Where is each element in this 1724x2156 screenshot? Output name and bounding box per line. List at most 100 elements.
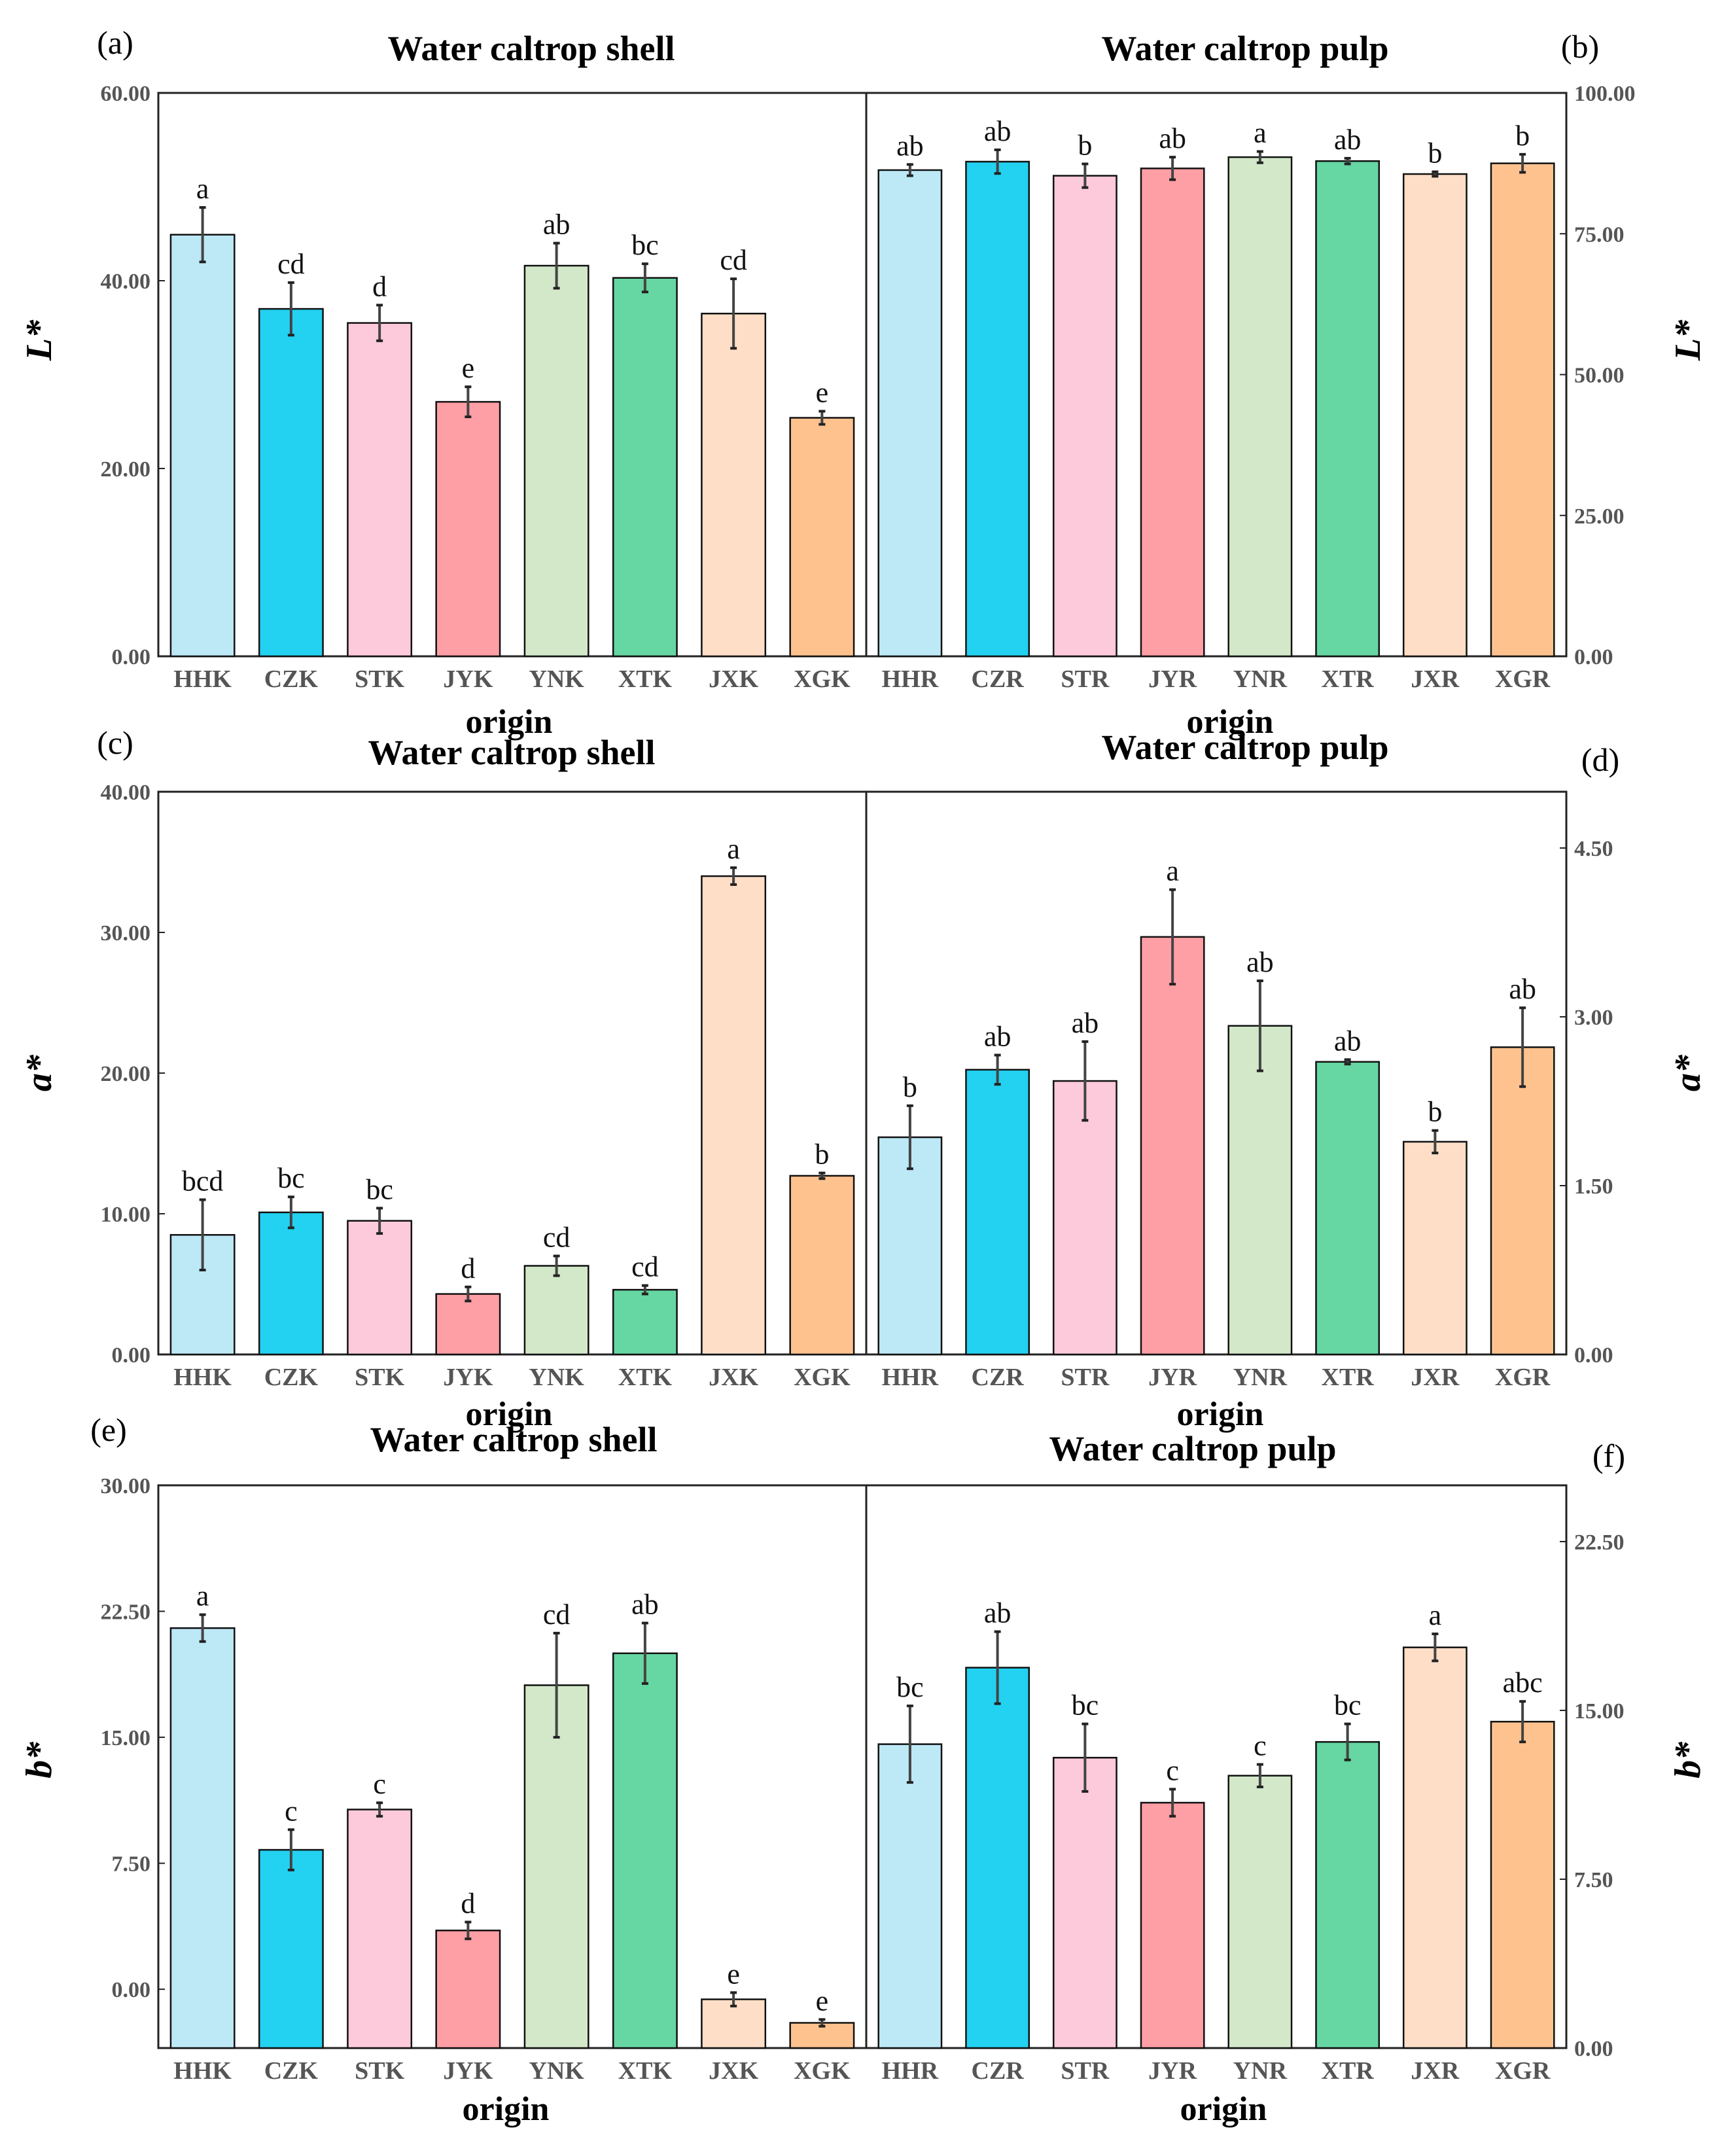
significance-letter-XGR: ab bbox=[1509, 973, 1536, 1005]
significance-letter-XTR: ab bbox=[1334, 1025, 1362, 1057]
x-axis-label-left-b: origin bbox=[463, 2091, 550, 2128]
y-tick-label: 0.00 bbox=[1574, 1343, 1613, 1368]
bar-JXK bbox=[701, 1998, 767, 2049]
bar-YNR bbox=[1227, 1025, 1293, 1356]
panel-label-c: (c) bbox=[97, 724, 133, 761]
x-tick-label-YNR: YNR bbox=[1233, 1364, 1288, 1391]
bar-XTK bbox=[612, 277, 678, 658]
x-tick-label-XTK: XTK bbox=[618, 2057, 673, 2085]
significance-letter-XGK: b bbox=[815, 1139, 829, 1171]
x-tick-label-XGK: XGK bbox=[794, 2057, 851, 2085]
significance-letter-XTR: bc bbox=[1334, 1689, 1362, 1722]
significance-letter-HHK: bcd bbox=[182, 1165, 224, 1197]
panel-label-e: (e) bbox=[90, 1411, 127, 1448]
bar-YNK bbox=[523, 1684, 589, 2049]
significance-letter-JYR: a bbox=[1166, 855, 1179, 887]
x-tick-label-YNR: YNR bbox=[1233, 665, 1288, 693]
y-tick-label: 60.00 bbox=[101, 82, 151, 106]
bar-STR bbox=[1052, 175, 1117, 658]
bar-YNR bbox=[1227, 1775, 1293, 2049]
bar-STK bbox=[347, 1809, 413, 2049]
bar-CZR bbox=[965, 1667, 1030, 2049]
bar-STR bbox=[1052, 1756, 1117, 2049]
x-tick-label-STR: STR bbox=[1061, 1364, 1109, 1391]
y-tick-label: 7.50 bbox=[1574, 1868, 1613, 1892]
bar-JXK bbox=[701, 875, 767, 1356]
significance-letter-STK: d bbox=[372, 270, 387, 302]
panel-title-left-b: Water caltrop shell bbox=[370, 1420, 658, 1459]
x-tick-label-JYK: JYK bbox=[443, 2057, 493, 2085]
y-axis-label-right-L: L* bbox=[1668, 319, 1708, 361]
significance-letter-XTK: ab bbox=[631, 1589, 659, 1621]
bar-HHR bbox=[877, 169, 943, 658]
significance-letter-XGR: abc bbox=[1503, 1667, 1543, 1699]
significance-letter-STK: c bbox=[373, 1768, 386, 1800]
x-tick-label-STK: STK bbox=[355, 1364, 404, 1391]
x-tick-label-YNK: YNK bbox=[529, 2057, 584, 2085]
x-tick-label-STK: STK bbox=[355, 665, 404, 693]
x-tick-label-JXR: JXR bbox=[1411, 665, 1459, 693]
significance-letter-STR: bc bbox=[1072, 1689, 1099, 1722]
significance-letter-YNK: cd bbox=[543, 1599, 571, 1631]
x-tick-label-YNR: YNR bbox=[1233, 2057, 1288, 2085]
y-tick-label: 40.00 bbox=[101, 270, 151, 294]
significance-letter-CZK: c bbox=[285, 1795, 298, 1827]
panel-label-d: (d) bbox=[1581, 741, 1619, 778]
x-tick-label-CZK: CZK bbox=[264, 1364, 319, 1391]
bar-HHR bbox=[877, 1743, 943, 2049]
significance-letter-HHR: bc bbox=[896, 1671, 924, 1703]
bar-YNR bbox=[1227, 156, 1293, 658]
bar-XGK bbox=[789, 417, 855, 658]
significance-letter-HHR: b bbox=[903, 1071, 917, 1103]
bar-HHK bbox=[169, 1627, 236, 2049]
bar-JXR bbox=[1402, 1140, 1468, 1356]
significance-letter-YNR: ab bbox=[1246, 946, 1274, 978]
y-tick-label: 100.00 bbox=[1574, 82, 1636, 106]
y-tick-label: 20.00 bbox=[101, 1062, 151, 1086]
y-tick-label: 30.00 bbox=[101, 1474, 151, 1498]
significance-letter-JXR: a bbox=[1429, 1599, 1442, 1631]
significance-letter-YNK: ab bbox=[543, 209, 571, 241]
significance-letter-JYK: e bbox=[462, 352, 475, 384]
x-axis-label-right-a: origin bbox=[1177, 1396, 1264, 1433]
panel-title-right-b: Water caltrop pulp bbox=[1049, 1429, 1336, 1468]
x-tick-label-JYR: JYR bbox=[1148, 2057, 1197, 2085]
significance-letter-CZR: ab bbox=[984, 1597, 1012, 1629]
bar-STK bbox=[347, 322, 413, 658]
significance-letter-XGK: e bbox=[816, 1985, 829, 2017]
bar-XGR bbox=[1490, 1046, 1555, 1356]
y-tick-label: 10.00 bbox=[101, 1203, 151, 1227]
y-tick-label: 0.00 bbox=[1574, 645, 1613, 669]
panel-title-left-L: Water caltrop shell bbox=[388, 29, 675, 68]
y-tick-label: 40.00 bbox=[101, 781, 151, 805]
y-tick-label: 15.00 bbox=[101, 1726, 151, 1750]
significance-letter-HHK: a bbox=[196, 1580, 209, 1612]
x-tick-label-XTR: XTR bbox=[1322, 665, 1375, 693]
significance-letter-YNR: c bbox=[1254, 1730, 1267, 1762]
bar-CZK bbox=[258, 308, 324, 658]
bar-JXR bbox=[1402, 173, 1468, 658]
x-tick-label-HHR: HHR bbox=[882, 665, 939, 693]
x-tick-label-CZK: CZK bbox=[264, 665, 319, 693]
bar-HHR bbox=[877, 1136, 943, 1356]
significance-letter-JYR: c bbox=[1166, 1754, 1179, 1786]
significance-letter-YNR: a bbox=[1254, 117, 1267, 149]
y-tick-label: 22.50 bbox=[1574, 1530, 1625, 1555]
bar-STK bbox=[347, 1220, 413, 1356]
x-tick-label-STR: STR bbox=[1061, 2057, 1109, 2085]
y-tick-label: 0.00 bbox=[112, 1978, 151, 2002]
significance-letter-STR: ab bbox=[1072, 1007, 1099, 1039]
significance-letter-JXK: e bbox=[727, 1958, 740, 1990]
y-tick-label: 22.50 bbox=[101, 1600, 151, 1625]
x-tick-label-XGR: XGR bbox=[1495, 1364, 1551, 1391]
significance-letter-XTR: ab bbox=[1334, 124, 1362, 156]
y-axis-label-left-L: L* bbox=[19, 319, 60, 361]
bar-HHK bbox=[169, 234, 236, 658]
y-tick-label: 15.00 bbox=[1574, 1699, 1625, 1723]
bar-CZR bbox=[965, 1069, 1030, 1356]
x-tick-label-YNK: YNK bbox=[529, 1364, 584, 1391]
significance-letter-JXK: cd bbox=[720, 244, 747, 276]
y-tick-label: 20.00 bbox=[101, 457, 151, 482]
bar-XGR bbox=[1490, 1720, 1555, 2049]
